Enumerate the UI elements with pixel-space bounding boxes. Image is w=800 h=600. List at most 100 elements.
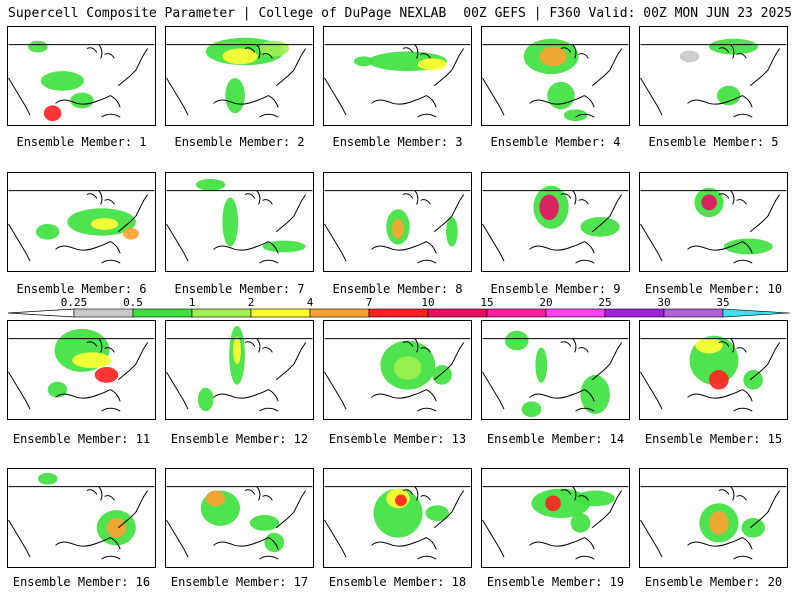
- map-canvas: [8, 328, 155, 412]
- scp-contour: [505, 330, 529, 351]
- scp-contour: [205, 490, 226, 507]
- scp-contour: [446, 217, 458, 247]
- map-outline: [166, 194, 307, 262]
- map-outline: [560, 190, 589, 205]
- member-caption: Ensemble Member: 2: [174, 135, 305, 149]
- member-caption: Ensemble Member: 17: [170, 575, 309, 589]
- map-canvas: [8, 190, 155, 264]
- map-outline: [417, 259, 437, 264]
- member-caption: Ensemble Member: 1: [16, 135, 147, 149]
- legend-tick-label: 35: [716, 296, 729, 309]
- map-outline: [640, 342, 781, 410]
- scp-contour: [432, 365, 452, 385]
- legend-swatch: [368, 308, 429, 318]
- legend-tick-label: 30: [657, 296, 670, 309]
- scp-contour: [47, 381, 68, 398]
- scp-contour: [353, 56, 374, 67]
- map-outline: [718, 338, 747, 353]
- map-outline: [417, 113, 437, 118]
- map-outline: [402, 486, 431, 501]
- member-caption: Ensemble Member: 15: [644, 432, 783, 446]
- ensemble-member-map: [165, 468, 314, 568]
- map-outline: [733, 113, 753, 118]
- scp-contour: [575, 490, 615, 507]
- map-outline: [166, 48, 307, 116]
- ensemble-member-map: [7, 172, 156, 272]
- map-outline: [402, 190, 431, 205]
- map-outline: [86, 44, 115, 59]
- map-outline: [482, 342, 623, 410]
- member-caption: Ensemble Member: 3: [332, 135, 463, 149]
- scp-contour: [709, 370, 729, 390]
- member-caption: Ensemble Member: 11: [12, 432, 151, 446]
- scp-contour: [373, 488, 423, 538]
- map-outline: [8, 194, 149, 262]
- scp-contour: [743, 370, 763, 390]
- map-outline: [733, 555, 753, 560]
- legend-swatch: [663, 308, 724, 318]
- map-outline: [8, 48, 149, 116]
- ensemble-member-map: [639, 172, 788, 272]
- scp-contour: [563, 109, 588, 122]
- map-outline: [324, 342, 465, 410]
- map-outline: [101, 259, 121, 264]
- scp-contour: [570, 513, 591, 533]
- legend-tick-label: 10: [421, 296, 434, 309]
- map-outline: [86, 190, 115, 205]
- map-outline: [101, 555, 121, 560]
- member-caption: Ensemble Member: 9: [490, 282, 621, 296]
- ensemble-member-map: [323, 320, 472, 420]
- legend-tick-label: 20: [539, 296, 552, 309]
- legend-swatch: [132, 308, 193, 318]
- map-outline: [640, 194, 781, 262]
- scp-contour: [70, 92, 94, 109]
- ensemble-member-map: [165, 26, 314, 126]
- member-caption: Ensemble Member: 10: [644, 282, 783, 296]
- ensemble-member-map: [7, 26, 156, 126]
- scp-contour: [72, 352, 112, 369]
- map-outline: [718, 44, 747, 59]
- scp-contour: [197, 387, 214, 412]
- map-canvas: [640, 38, 787, 118]
- map-canvas: [324, 338, 471, 412]
- map-outline: [324, 48, 465, 116]
- ensemble-member-map: [7, 320, 156, 420]
- map-title: Supercell Composite Parameter | College …: [8, 6, 447, 21]
- scp-contour: [28, 40, 48, 53]
- map-canvas: [324, 190, 471, 264]
- map-canvas: [482, 486, 629, 560]
- map-outline: [259, 555, 279, 560]
- legend-tick-label: 4: [307, 296, 314, 309]
- scp-contour: [225, 77, 245, 114]
- scp-contour: [547, 81, 575, 110]
- color-scale-legend: 0.25 0.5 1 2 4 7 10 15 20 25 30 35: [7, 296, 791, 318]
- ensemble-member-map: [639, 320, 788, 420]
- map-outline: [86, 486, 115, 501]
- scp-contour: [535, 347, 548, 383]
- scp-contour: [43, 105, 62, 122]
- member-caption: Ensemble Member: 8: [332, 282, 463, 296]
- member-caption: Ensemble Member: 18: [328, 575, 467, 589]
- ensemble-member-map: [481, 26, 630, 126]
- map-canvas: [640, 187, 787, 264]
- ensemble-member-map: [165, 172, 314, 272]
- legend-low-arrow: [7, 308, 75, 318]
- map-canvas: [166, 178, 313, 264]
- scp-contour: [425, 505, 449, 521]
- map-outline: [575, 113, 595, 118]
- scp-contour: [222, 197, 239, 247]
- scp-contour: [539, 194, 559, 221]
- scp-contour: [716, 85, 741, 106]
- ensemble-member-map: [323, 172, 472, 272]
- member-caption: Ensemble Member: 7: [174, 282, 305, 296]
- scp-contour: [35, 223, 60, 240]
- map-canvas: [640, 486, 787, 560]
- map-outline: [259, 113, 279, 118]
- map-outline: [402, 338, 431, 353]
- map-canvas: [8, 40, 155, 122]
- map-outline: [417, 407, 437, 412]
- scp-contour: [94, 367, 119, 383]
- map-outline: [101, 407, 121, 412]
- scp-contour: [679, 50, 700, 63]
- legend-swatch: [545, 308, 606, 318]
